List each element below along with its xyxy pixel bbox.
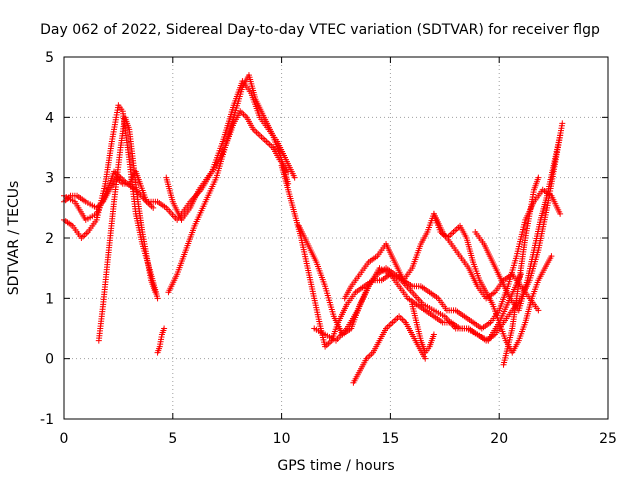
chart-title: Day 062 of 2022, Sidereal Day-to-day VTE…: [40, 22, 600, 38]
data-point-marker: [535, 174, 542, 181]
data-point-marker: [150, 204, 157, 211]
data-point-marker: [559, 120, 566, 127]
y-tick-label: 1: [45, 291, 54, 307]
data-point-marker: [422, 355, 429, 362]
y-tick-label: 3: [45, 171, 54, 187]
data-point-marker: [152, 289, 159, 296]
x-tick-label: 20: [490, 431, 508, 447]
x-tick-label: 15: [381, 431, 399, 447]
grid-lines: [64, 57, 608, 419]
y-tick-label: 4: [45, 110, 54, 126]
x-tick-label: 25: [599, 431, 617, 447]
y-tick-label: 5: [45, 50, 54, 66]
y-tick-label: 0: [45, 352, 54, 368]
x-axis-label: GPS time / hours: [277, 458, 394, 474]
data-point-marker: [535, 307, 542, 314]
data-point-marker: [548, 253, 555, 260]
y-axis-label: SDTVAR / TECUs: [6, 181, 22, 296]
axis-ticks: 0 5 10 15 20 25 -1 0 1 2 3 4 5: [40, 50, 617, 447]
data-point-marker: [430, 331, 437, 338]
data-point-marker: [154, 295, 161, 302]
data-point-marker: [291, 174, 298, 181]
x-tick-label: 10: [273, 431, 291, 447]
data-point-marker: [557, 132, 564, 139]
data-point-marker: [557, 210, 564, 217]
x-tick-label: 0: [60, 431, 69, 447]
data-point-marker: [161, 325, 168, 332]
data-points: [61, 72, 566, 386]
y-tick-label: -1: [40, 412, 54, 428]
data-point-marker: [285, 168, 292, 175]
x-tick-label: 5: [168, 431, 177, 447]
y-tick-label: 2: [45, 231, 54, 247]
